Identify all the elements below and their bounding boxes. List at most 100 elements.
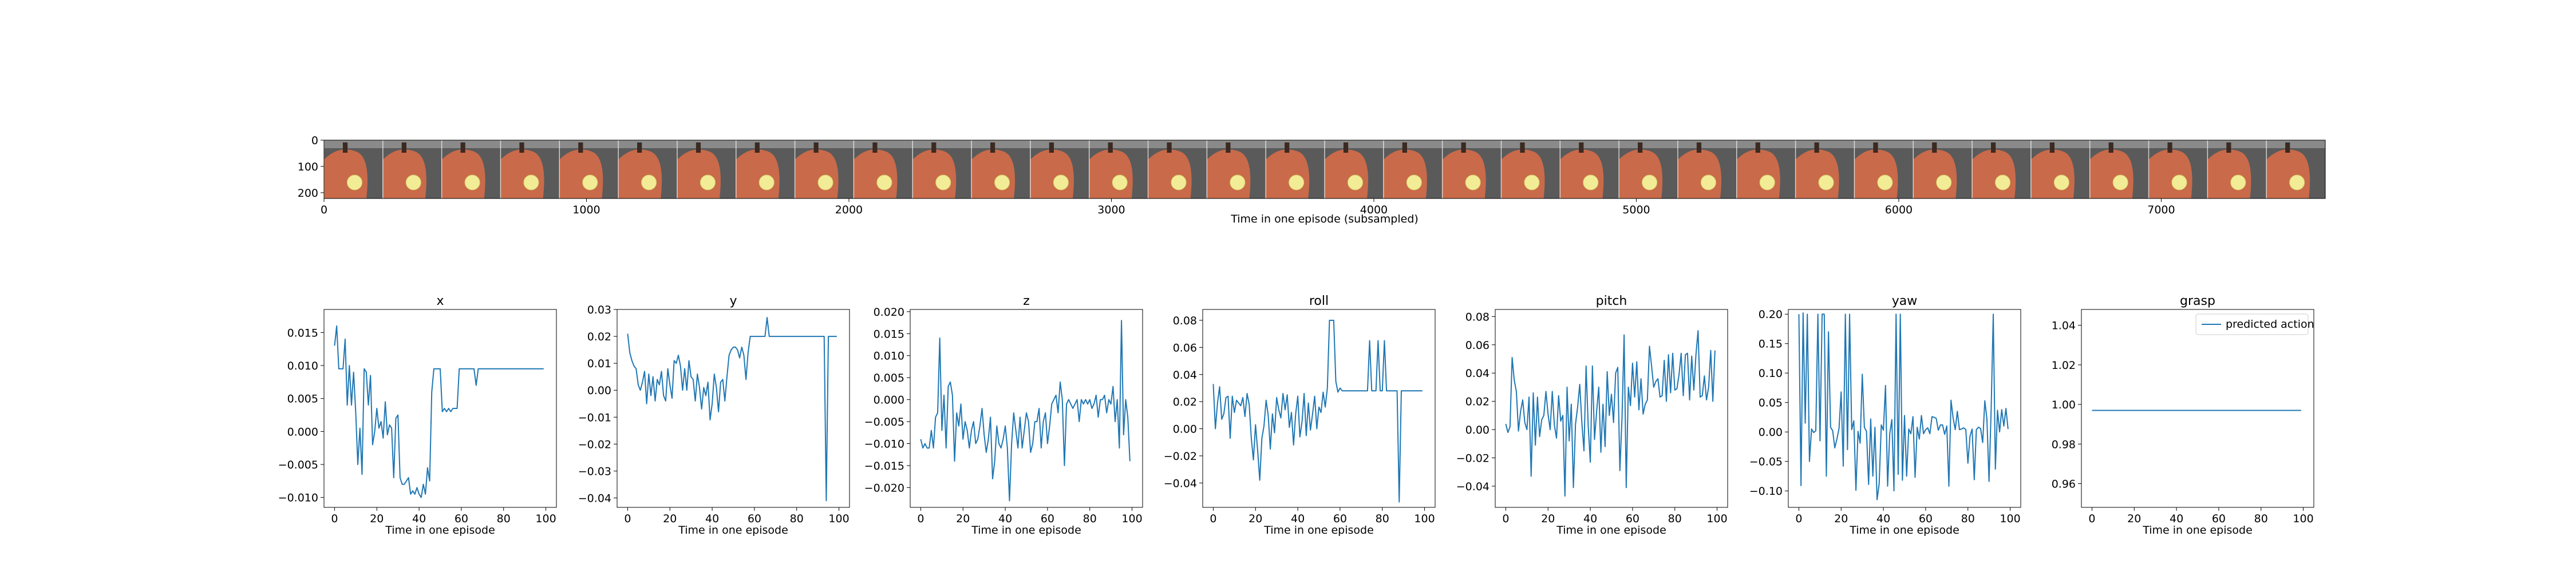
subplot-title: x	[436, 294, 444, 308]
frame-object	[700, 174, 716, 190]
frame-object	[1642, 174, 1658, 190]
x-axis-label: Time in one episode	[1849, 524, 1959, 537]
frame-object	[1700, 174, 1716, 190]
x-tick-label: 5000	[1622, 204, 1650, 216]
frame-object	[1230, 174, 1246, 190]
x-tick-label: 80	[1961, 513, 1975, 525]
frame-thumbnail	[2089, 140, 2149, 198]
plot-frame	[1202, 309, 1436, 508]
y-tick-label: −0.02	[1164, 450, 1197, 463]
frame-hand	[1619, 149, 1663, 198]
frame-gripper	[519, 142, 524, 153]
frame-thumbnail	[677, 140, 736, 198]
y-tick-label: 0.000	[874, 394, 904, 407]
y-tick-label: 0.10	[1759, 367, 1783, 380]
frame-top-band	[1795, 140, 1855, 148]
frame-top-band	[854, 140, 913, 148]
frame-object	[817, 174, 833, 190]
frame-thumbnail	[1677, 140, 1737, 198]
x-tick-label: 6000	[1885, 204, 1913, 216]
frame-thumbnail	[736, 140, 795, 198]
frame-top-band	[1854, 140, 1914, 148]
x-tick-label: 40	[412, 513, 426, 525]
frame-thumbnail	[971, 140, 1030, 198]
frame-thumbnail	[1324, 140, 1384, 198]
subplot-z: 0 20 40 60 80 100 −0.020 −0.015 −0.010 −0.005 0.00…	[864, 294, 1143, 537]
frame-thumbnail	[618, 140, 677, 198]
frame-thumbnail	[912, 140, 972, 198]
plot-area	[1495, 309, 1728, 507]
frame-hand	[1677, 149, 1721, 198]
frame-hand	[971, 149, 1016, 198]
frame-gripper	[2226, 142, 2231, 153]
frame-hand	[736, 149, 780, 198]
frame-thumbnail	[853, 140, 913, 198]
frame-gripper	[1873, 142, 1878, 153]
frame-gripper	[401, 142, 406, 153]
y-tick-label: −0.01	[578, 411, 611, 424]
frame-hand	[324, 149, 368, 198]
series-line	[1505, 330, 1716, 497]
frame-hand	[912, 149, 957, 198]
frame-top-band	[324, 140, 383, 148]
frame-object	[464, 174, 480, 190]
y-tick-label: 0	[311, 134, 318, 147]
frame-thumbnail	[2207, 140, 2267, 198]
subplot-grasp: 0 20 40 60 80 100 0.96 0.98 1.00 1.02 1.04 grasp Tim…	[2052, 294, 2314, 537]
plot-area	[910, 309, 1143, 507]
frame-thumbnail	[1500, 140, 1560, 198]
frame-hand	[795, 149, 839, 198]
frame-top-band	[1325, 140, 1384, 148]
y-tick-label: 0.005	[287, 393, 318, 406]
series-line	[920, 320, 1131, 502]
frame-gripper	[2049, 142, 2055, 153]
x-tick-label: 40	[705, 513, 719, 525]
frame-hand	[1854, 149, 1898, 198]
frame-hand	[500, 149, 544, 198]
frame-top-band	[2030, 140, 2090, 148]
frame-hand	[618, 149, 662, 198]
frame-object	[758, 174, 775, 190]
plot-area	[2081, 309, 2314, 507]
frame-gripper	[1343, 142, 1349, 153]
frame-top-band	[382, 140, 442, 148]
y-tick-label: 0.02	[1173, 396, 1197, 408]
frame-hand	[1736, 149, 1780, 198]
subplot-title: grasp	[2180, 294, 2215, 308]
x-tick-label: 40	[1583, 513, 1597, 525]
frame-gripper	[2108, 142, 2113, 153]
frame-hand	[1795, 149, 1839, 198]
frame-top-band	[1089, 140, 1148, 148]
frame-object	[523, 174, 539, 190]
y-tick-label: 0.05	[1759, 397, 1783, 410]
x-tick-label: 7000	[2147, 204, 2175, 216]
frame-hand	[559, 149, 603, 198]
frame-gripper	[754, 142, 760, 153]
y-tick-label: 0.08	[1173, 315, 1197, 327]
frame-top-band	[1736, 140, 1796, 148]
subplot-pitch: 0 20 40 60 80 100 −0.04 −0.02 0.00 0.02 0.04 0.06 0.…	[1456, 294, 1728, 537]
image-strip-frame	[323, 140, 2326, 199]
x-tick-label: 3000	[1097, 204, 1125, 216]
y-tick-label: 0.98	[2052, 438, 2076, 451]
y-tick-label: −0.02	[1456, 452, 1490, 465]
y-tick-label: 0.03	[587, 304, 611, 316]
frame-thumbnail	[2030, 140, 2090, 198]
x-tick-label: 100	[2000, 513, 2020, 525]
subplot-title: y	[729, 294, 737, 308]
frame-gripper	[1579, 142, 1584, 153]
x-tick-label: 0	[331, 513, 338, 525]
plot-frame	[1788, 309, 2021, 508]
x-tick-label: 40	[998, 513, 1012, 525]
frame-top-band	[1972, 140, 2031, 148]
frame-hand	[2266, 149, 2310, 198]
frame-thumbnail	[1206, 140, 1266, 198]
frame-gripper	[696, 142, 701, 153]
x-tick-label: 20	[663, 513, 677, 525]
frame-top-band	[2266, 140, 2325, 148]
frame-thumbnail	[323, 140, 383, 198]
subplot-x: 0 20 40 60 80 100 −0.010 −0.005 0.000 0.005 0.010 0…	[278, 294, 557, 537]
x-tick-label: 1000	[572, 204, 600, 216]
frame-top-band	[2148, 140, 2208, 148]
frame-top-band	[2207, 140, 2267, 148]
